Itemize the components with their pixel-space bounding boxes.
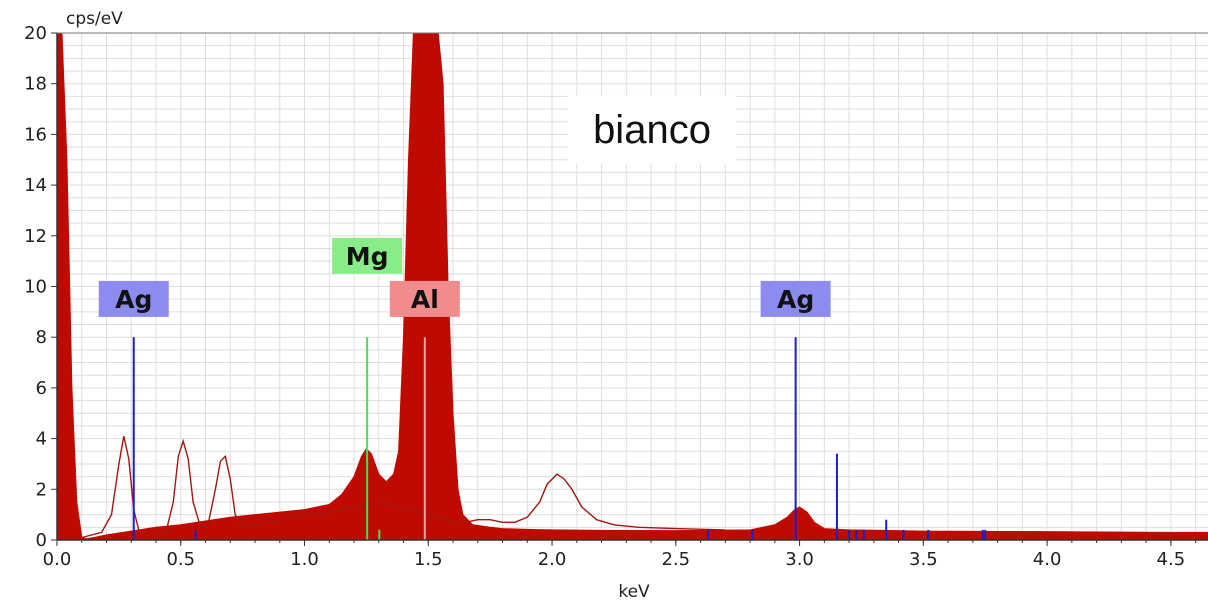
x-tick-label: 2.0 (538, 549, 567, 570)
x-tick-label: 3.5 (909, 549, 938, 570)
x-tick-label: 2.5 (661, 549, 690, 570)
sample-annotation: bianco (568, 96, 736, 164)
y-tick-label: 12 (24, 226, 47, 247)
x-tick-label: 0.0 (43, 549, 72, 570)
y-tick-label: 2 (36, 479, 47, 500)
element-labels: Ag Mg Al Ag (98, 237, 831, 317)
x-tick-label: 1.0 (290, 549, 319, 570)
element-label: Al (411, 285, 439, 314)
reference-spectrum-line (81, 435, 726, 539)
y-tick-label: 18 (24, 74, 47, 95)
x-tick-label: 0.5 (166, 549, 195, 570)
element-label-bg (760, 280, 831, 317)
y-tick-label: 10 (24, 277, 47, 298)
x-tick-label: 3.0 (785, 549, 814, 570)
y-tick-label: 16 (24, 124, 47, 145)
x-tick-label: 4.5 (1157, 549, 1186, 570)
axis-ticks: 0 2 4 6 8 10 12 14 16 18 20 0.0 0.5 1.0 1.5 2.0 2.5 3.0 3.… (24, 23, 1197, 570)
y-tick-label: 8 (36, 327, 47, 348)
spectrum-series (57, 33, 1208, 540)
grid-lines (56, 32, 1208, 541)
element-lines (132, 337, 987, 540)
element-label: Ag (115, 285, 152, 314)
element-label: Mg (346, 242, 389, 271)
element-label-bg (389, 280, 460, 317)
x-tick-label: 1.5 (414, 549, 443, 570)
spectrum-area (57, 33, 1208, 540)
y-tick-label: 14 (24, 175, 47, 196)
y-tick-label: 20 (24, 23, 47, 44)
element-label: Ag (777, 285, 814, 314)
y-axis-title: cps/eV (66, 9, 123, 29)
element-label-bg (332, 237, 403, 274)
y-tick-label: 4 (36, 429, 47, 450)
y-tick-label: 6 (36, 378, 47, 399)
y-tick-label: 0 (36, 530, 47, 551)
x-axis-title: keV (618, 582, 650, 602)
element-label-bg (98, 280, 169, 317)
x-tick-label: 4.0 (1033, 549, 1062, 570)
